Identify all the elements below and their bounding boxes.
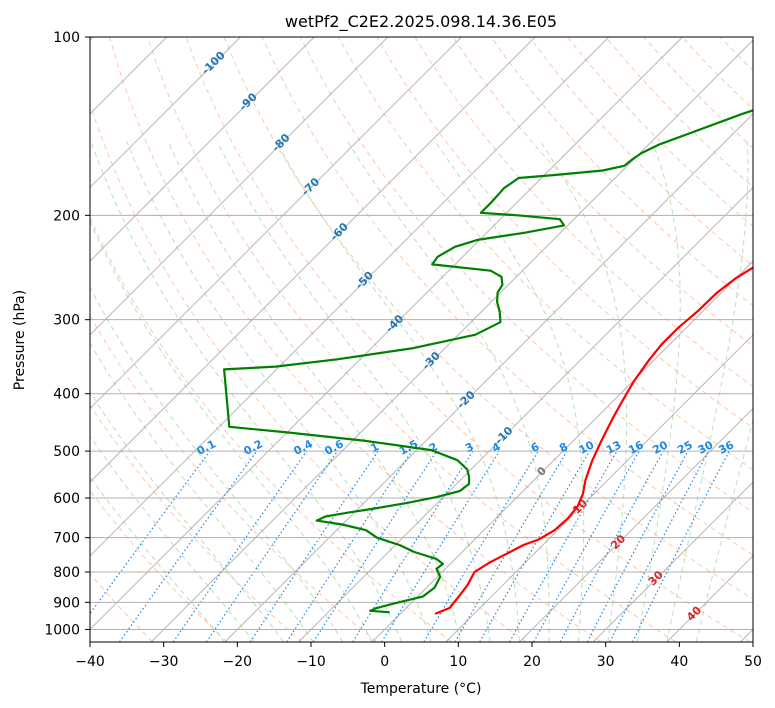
dry-adiabat-line [90,314,378,642]
x-tick-label: −40 [75,654,105,670]
mixing-ratio-line [381,450,501,642]
dry-adiabat-line [90,102,527,642]
x-tick-label: 50 [744,654,762,670]
y-axis-ticks: 100 200 300 400 500 600 700 800 900 1000 [44,30,90,638]
mixing-ratio-line [205,450,338,642]
mixing-ratio-line [533,450,640,642]
isotherm-line [371,260,753,642]
x-tick-label: −30 [149,654,179,670]
y-tick-label: 800 [53,565,80,581]
mixing-ratio-label: 20 [650,438,670,457]
dry-adiabat-line [261,37,753,556]
mixing-ratio-line [352,450,474,642]
x-tick-label: 20 [523,654,541,670]
dry-adiabat-line [90,216,452,642]
mixing-ratio-label: 30 [696,438,716,457]
x-tick-label: 30 [597,654,615,670]
isotherm-line [90,37,683,631]
y-tick-label: 900 [53,595,80,611]
x-tick-label: 0 [380,654,389,670]
dry-adiabat-line [299,37,753,513]
plot-area [90,37,753,642]
mixing-ratio-label: 25 [675,438,695,457]
dewpoint-profile-line [223,109,753,614]
y-tick-label: 400 [53,387,80,403]
y-tick-label: 100 [53,30,80,46]
y-tick-label: 300 [53,313,80,329]
mixing-ratio-line [509,450,618,642]
chart-title: wetPf2_C2E2.2025.098.14.36.E05 [285,12,557,32]
isotherm-line [90,37,241,189]
isotherm-line [519,407,753,642]
isotherm-line [90,37,389,336]
mixing-ratio-label: 10 [577,438,597,457]
mixing-ratio-line [249,450,379,642]
dry-adiabat-line [376,37,753,429]
mixing-ratio-line [312,450,438,642]
isotherm-line [90,37,462,410]
mixing-ratio-line [286,450,413,642]
dry-adiabat-line [109,37,602,642]
isotherm-line [445,334,753,642]
mixing-ratio-line [559,450,664,642]
isotherm-line [224,113,753,642]
temperature-profile-line [434,266,753,615]
isotherm-line [90,37,536,483]
mixing-ratio-label: 16 [626,438,646,457]
dry-adiabat-line [338,37,753,471]
x-tick-label: 40 [670,654,688,670]
pressure-gridlines [90,37,753,630]
isotherm-line [592,481,753,642]
y-tick-label: 1000 [44,622,80,638]
x-axis-label: Temperature (°C) [360,681,482,697]
x-tick-label: 10 [449,654,467,670]
y-tick-label: 500 [53,444,80,460]
isotherm-line [90,37,610,557]
dry-adiabat-line [223,37,753,600]
dry-adiabat-line [490,37,753,307]
x-tick-label: −20 [223,654,253,670]
mixing-ratio-line [90,450,211,615]
dry-adiabat-line [90,404,303,642]
sounding-series [223,109,753,615]
y-tick-label: 600 [53,491,80,507]
mixing-ratio-line [172,450,308,642]
dry-adiabat-line [90,572,154,642]
y-axis-label: Pressure (hPa) [12,290,28,390]
x-tick-label: −10 [296,654,326,670]
y-tick-label: 200 [53,208,80,224]
mixing-ratio-line [119,450,258,642]
mixing-ratio-label: 36 [716,438,736,457]
mixing-ratio-label: 13 [604,438,624,457]
y-tick-label: 700 [53,531,80,547]
x-axis-ticks: −40 −30 −20 −10 0 10 20 30 40 50 [75,642,762,670]
isotherm-line [90,37,315,262]
plot-frame [89,36,754,643]
dry-adiabat-line [452,37,753,347]
mixing-ratio-line [632,450,730,642]
isotherm-line [298,186,753,642]
